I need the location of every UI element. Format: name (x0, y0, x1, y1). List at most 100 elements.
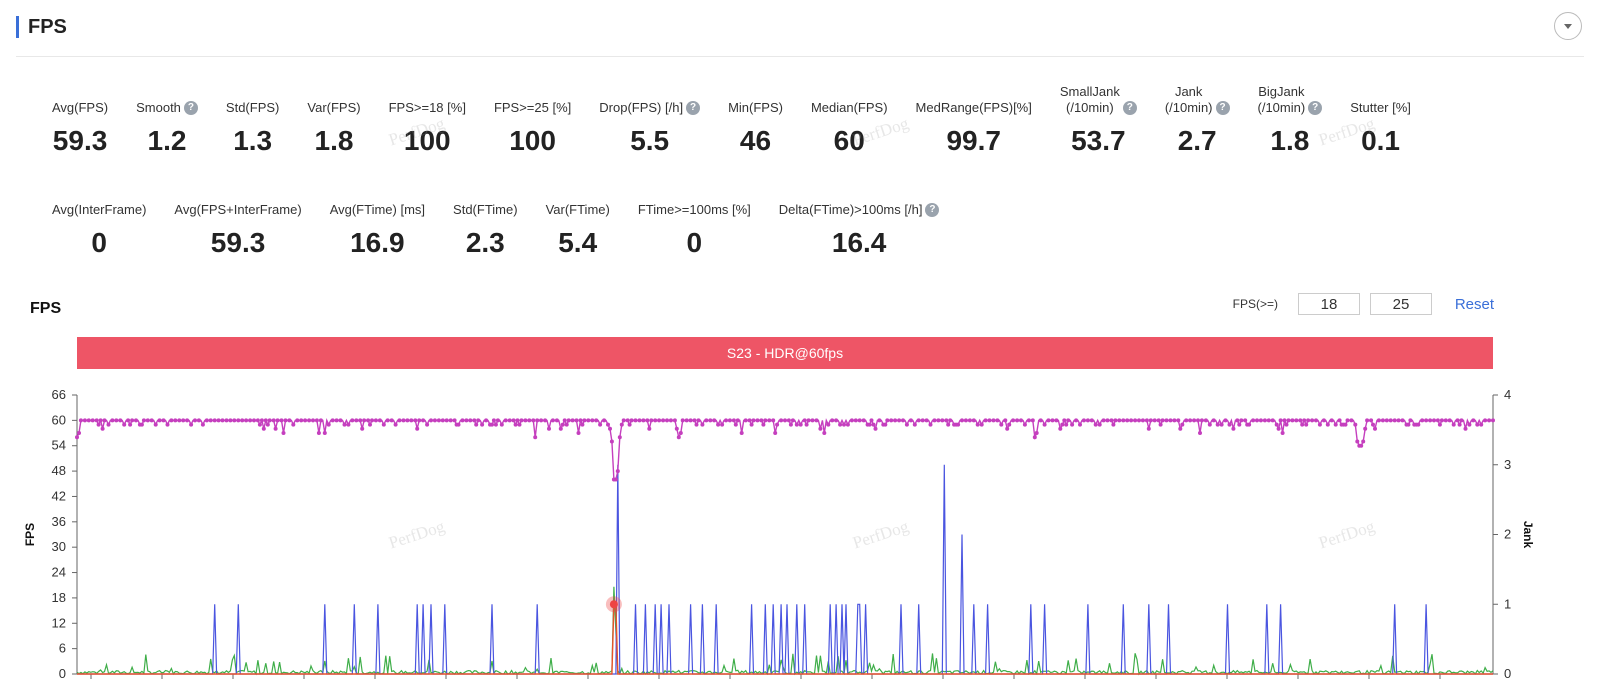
fps-point (629, 418, 634, 423)
help-icon[interactable]: ? (183, 101, 198, 115)
fps-point (550, 418, 555, 423)
y-left-tick-label: 24 (52, 565, 66, 580)
fps-point (515, 418, 520, 423)
fps-point (499, 422, 504, 427)
fps-point (1038, 418, 1043, 423)
fps-point (259, 418, 264, 423)
fps-point (775, 422, 780, 427)
fps-point (1310, 418, 1315, 423)
fps-point (1428, 418, 1433, 423)
fps-point (96, 422, 101, 427)
fps-point (1290, 418, 1295, 423)
fps-point (519, 418, 524, 423)
fps-point (755, 418, 760, 423)
fps-point (1140, 418, 1145, 423)
fps-point (303, 418, 308, 423)
fps-point (90, 418, 95, 423)
fps-point (460, 418, 465, 423)
metric-b-2: Avg(FTime) [ms] 16.9 (316, 184, 439, 262)
fps-point (1437, 422, 1442, 427)
fps-threshold-low-input[interactable] (1298, 293, 1360, 315)
fps-point (747, 418, 752, 423)
metric-value: 16.9 (350, 227, 405, 258)
fps-point (161, 418, 166, 423)
fps-point (940, 418, 945, 423)
fps-point (507, 418, 512, 423)
fps-point (1058, 426, 1063, 431)
fps-point (668, 418, 673, 423)
help-icon[interactable]: ? (686, 101, 701, 115)
fps-point (350, 418, 355, 423)
metric-label: Median(FPS) (811, 82, 888, 116)
fps-point (275, 418, 280, 423)
fps-point (102, 418, 107, 423)
fps-point (674, 426, 679, 431)
fps-point (346, 422, 351, 427)
metric-value: 100 (403, 125, 451, 156)
fps-point (1032, 435, 1037, 440)
fps-point (566, 418, 571, 423)
fps-point (838, 422, 843, 427)
fps-point (751, 418, 756, 423)
fps-point (177, 418, 182, 423)
fps-point (735, 418, 740, 423)
help-icon[interactable]: ? (1215, 101, 1230, 115)
y-left-tick-label: 54 (52, 438, 66, 453)
metric-label-text: SmallJank (/10min) (1059, 84, 1120, 115)
fps-point (871, 422, 876, 427)
fps-point (368, 422, 372, 427)
metric-value: 0 (686, 227, 703, 258)
fps-threshold-high-input[interactable] (1370, 293, 1432, 315)
help-icon[interactable]: ? (1122, 101, 1137, 115)
fps-point (1064, 422, 1069, 427)
fps-point (283, 418, 288, 423)
fps-point (849, 418, 854, 423)
y-right-tick-label: 0 (1504, 666, 1511, 681)
fps-point (678, 431, 683, 435)
reset-button[interactable]: Reset (1454, 296, 1494, 313)
fps-point (647, 426, 652, 431)
fps-point (409, 418, 414, 423)
fps-point (594, 418, 599, 423)
fps-point (928, 422, 933, 427)
fps-point (220, 418, 225, 423)
fps-point (932, 418, 937, 423)
fps-point (1304, 422, 1309, 427)
fps-point (749, 422, 754, 427)
help-icon[interactable]: ? (1308, 101, 1323, 115)
fps-point (464, 418, 469, 423)
fps-point (257, 422, 262, 427)
collapse-button[interactable] (1554, 12, 1582, 40)
series-banner[interactable]: S23 - HDR@60fps (77, 337, 1493, 369)
series-banner-label: S23 - HDR@60fps (726, 345, 844, 361)
fps-point (1180, 422, 1185, 427)
fps-point (1365, 418, 1370, 423)
fps-point (653, 418, 658, 423)
fps-point (1156, 418, 1161, 423)
fps-point (1286, 418, 1291, 423)
fps-point (818, 426, 823, 431)
metric-b-6: Delta(FTime)>100ms [/h]? 16.4 (765, 184, 954, 262)
fps-point (1172, 418, 1177, 423)
fps-point (495, 418, 500, 423)
fps-point (1042, 422, 1047, 427)
fps-point (944, 418, 949, 423)
help-icon[interactable]: ? (925, 203, 940, 217)
fps-point (987, 418, 992, 423)
y-left-tick-label: 48 (52, 463, 66, 478)
fps-point (295, 418, 300, 423)
fps-point (141, 418, 146, 423)
fps-point (114, 418, 119, 423)
fps-point (619, 422, 624, 427)
fps-point (720, 422, 725, 427)
fps-point (110, 418, 115, 423)
fps-point (1278, 418, 1283, 423)
fps-point (1270, 418, 1275, 423)
fps-point (786, 418, 791, 423)
fps-point (877, 418, 882, 423)
fps-point (810, 418, 815, 423)
fps-point (1093, 422, 1098, 427)
fps-point (560, 422, 565, 427)
fps-point (491, 418, 496, 423)
